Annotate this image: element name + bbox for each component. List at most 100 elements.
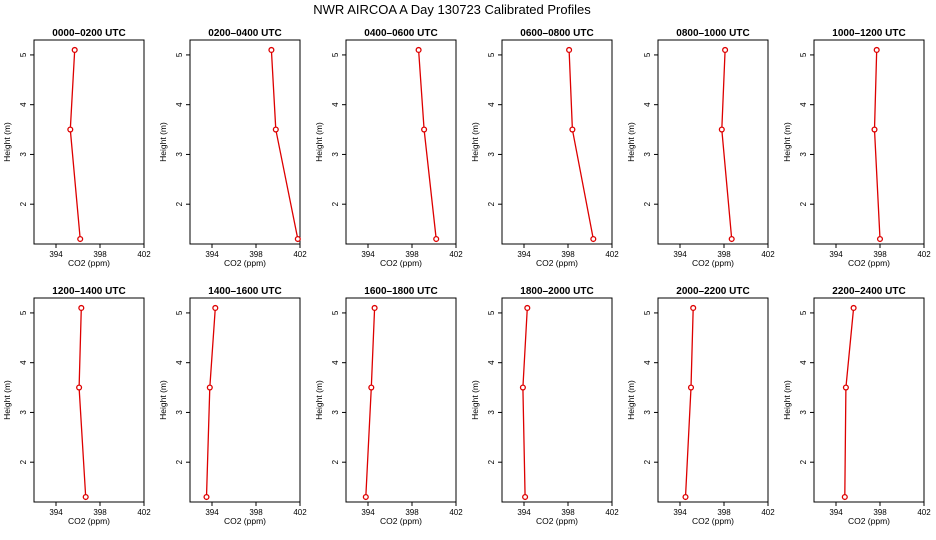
- profile-line: [78, 307, 87, 498]
- y-tick-label: 5: [331, 52, 340, 57]
- x-tick-label: 398: [405, 508, 419, 517]
- data-point-marker: [569, 126, 576, 133]
- profile-line: [205, 307, 216, 498]
- y-tick-label: 2: [643, 201, 652, 206]
- x-tick-label: 398: [93, 508, 107, 517]
- data-point-marker: [71, 46, 78, 54]
- data-point-marker: [421, 126, 428, 133]
- y-tick-label: 2: [19, 459, 28, 464]
- data-point-marker: [415, 46, 422, 54]
- x-axis-label: CO2 (ppm): [68, 258, 110, 268]
- x-tick-label: 398: [249, 508, 263, 517]
- x-tick-label: 394: [517, 250, 531, 259]
- data-point-marker: [876, 235, 884, 243]
- x-tick-label: 394: [49, 250, 63, 259]
- profile-line: [684, 307, 694, 498]
- y-tick-label: 2: [19, 201, 28, 206]
- x-tick-label: 402: [605, 250, 619, 259]
- plot-frame: [501, 39, 613, 245]
- data-point-marker: [212, 304, 219, 312]
- data-point-marker: [206, 384, 213, 391]
- data-point-marker: [268, 46, 275, 54]
- y-tick-label: 2: [175, 201, 184, 206]
- data-point-marker: [718, 126, 725, 133]
- plot-frame: [189, 297, 301, 503]
- profile-panel: 2000–2200 UTC 394 398 402 2 3 4 5 CO2 (ppm) Heigh…: [626, 286, 775, 526]
- x-tick-label: 398: [873, 250, 887, 259]
- profile-panel: 1000–1200 UTC 394 398 402 2 3 4 5 CO2 (ppm) Heigh…: [782, 28, 931, 268]
- x-tick-label: 398: [249, 250, 263, 259]
- data-point-marker: [842, 384, 849, 391]
- data-point-marker: [690, 304, 697, 312]
- y-tick-label: 4: [19, 102, 28, 107]
- plot-frame: [501, 297, 613, 503]
- profile-line: [844, 307, 855, 498]
- y-tick-label: 2: [175, 459, 184, 464]
- profile-line: [69, 49, 81, 240]
- data-point-marker: [77, 235, 84, 243]
- profile-panel: 2200–2400 UTC 394 398 402 2 3 4 5 CO2 (ppm) Heigh…: [782, 286, 931, 526]
- y-axis-label: Height (m): [2, 380, 12, 420]
- x-tick-label: 398: [93, 250, 107, 259]
- figure-title: NWR AIRCOA A Day 130723 Calibrated Profi…: [313, 2, 591, 17]
- panel-title: 0400–0600 UTC: [364, 28, 437, 39]
- x-axis-label: CO2 (ppm): [692, 258, 734, 268]
- data-point-marker: [294, 235, 301, 243]
- profile-panel: 0400–0600 UTC 394 398 402 2 3 4 5 CO2 (ppm) Heigh…: [314, 28, 463, 268]
- y-tick-label: 4: [643, 360, 652, 365]
- panel-title: 0200–0400 UTC: [208, 28, 281, 39]
- data-point-marker: [76, 384, 83, 391]
- x-tick-label: 394: [361, 250, 375, 259]
- data-point-marker: [850, 304, 857, 312]
- y-tick-label: 5: [799, 52, 808, 57]
- panel-title: 1600–1800 UTC: [364, 286, 437, 297]
- y-tick-label: 4: [331, 360, 340, 365]
- y-tick-label: 4: [19, 360, 28, 365]
- y-tick-label: 4: [487, 102, 496, 107]
- y-tick-label: 5: [799, 310, 808, 315]
- x-tick-label: 402: [137, 250, 151, 259]
- y-tick-label: 4: [331, 102, 340, 107]
- plot-frame: [33, 297, 145, 503]
- x-tick-label: 402: [449, 508, 463, 517]
- panel-title: 1800–2000 UTC: [520, 286, 593, 297]
- x-tick-label: 394: [829, 250, 843, 259]
- x-tick-label: 402: [605, 508, 619, 517]
- y-tick-label: 5: [19, 310, 28, 315]
- y-tick-label: 3: [799, 410, 808, 415]
- profile-line: [873, 49, 881, 240]
- profile-panel: 0000–0200 UTC 394 398 402 2 3 4 5 CO2 (ppm) Heigh…: [2, 28, 151, 268]
- y-tick-label: 3: [175, 152, 184, 157]
- x-tick-label: 394: [205, 508, 219, 517]
- y-tick-label: 2: [487, 459, 496, 464]
- y-axis-label: Height (m): [314, 380, 324, 420]
- y-tick-label: 3: [331, 410, 340, 415]
- y-tick-label: 4: [175, 102, 184, 107]
- x-tick-label: 394: [205, 250, 219, 259]
- x-axis-label: CO2 (ppm): [848, 258, 890, 268]
- y-tick-label: 4: [487, 360, 496, 365]
- y-tick-label: 2: [331, 201, 340, 206]
- panel-title: 0800–1000 UTC: [676, 28, 749, 39]
- profile-line: [270, 49, 299, 240]
- x-tick-label: 398: [873, 508, 887, 517]
- x-tick-label: 394: [673, 508, 687, 517]
- y-tick-label: 3: [331, 152, 340, 157]
- x-tick-label: 398: [405, 250, 419, 259]
- data-point-marker: [524, 304, 531, 312]
- data-point-marker: [82, 493, 89, 501]
- x-axis-label: CO2 (ppm): [68, 516, 110, 526]
- x-tick-label: 402: [293, 250, 307, 259]
- profile-line: [365, 307, 376, 498]
- y-axis-label: Height (m): [470, 380, 480, 420]
- x-tick-label: 398: [717, 250, 731, 259]
- y-tick-label: 5: [175, 52, 184, 57]
- y-tick-label: 5: [175, 310, 184, 315]
- panel-title: 0000–0200 UTC: [52, 28, 125, 39]
- y-tick-label: 3: [487, 152, 496, 157]
- plot-frame: [657, 297, 769, 503]
- y-axis-label: Height (m): [470, 122, 480, 162]
- data-point-marker: [272, 126, 279, 133]
- data-point-marker: [590, 235, 597, 243]
